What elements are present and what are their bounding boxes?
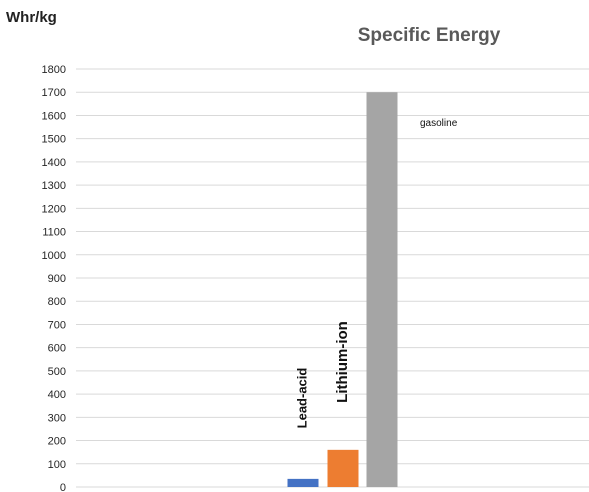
chart-title: Specific Energy — [358, 25, 501, 46]
y-axis-unit-label: Whr/kg — [6, 9, 57, 26]
y-tick-label: 400 — [48, 389, 66, 401]
bar-label-gasoline: gasoline — [420, 118, 458, 129]
y-tick-label: 600 — [48, 343, 66, 355]
bar-labels: Lead-acid Lithium-ion gasoline — [294, 118, 457, 428]
y-tick-label: 100 — [48, 459, 66, 471]
bar-gasoline — [366, 92, 398, 487]
y-axis-tick-labels: 0 100 200 300 400 500 600 700 800 900 1000 1100 1200… — [42, 64, 66, 492]
y-tick-label: 500 — [48, 366, 66, 378]
y-tick-label: 800 — [48, 296, 66, 308]
bar-lithium-ion — [327, 449, 359, 487]
bar-lead-acid — [287, 478, 319, 487]
y-tick-label: 1500 — [42, 134, 66, 146]
y-tick-label: 1100 — [42, 227, 66, 239]
bar-label-lithium-ion: Lithium-ion — [334, 321, 351, 403]
y-tick-label: 700 — [48, 319, 66, 331]
y-tick-label: 1000 — [42, 250, 66, 262]
y-tick-label: 1400 — [42, 157, 66, 169]
bars — [287, 92, 398, 487]
y-tick-label: 200 — [48, 436, 66, 448]
bar-label-lead-acid: Lead-acid — [294, 368, 309, 429]
y-tick-label: 1600 — [42, 110, 66, 122]
y-tick-label: 0 — [60, 482, 66, 492]
gridlines — [76, 68, 589, 488]
y-tick-label: 900 — [48, 273, 66, 285]
y-tick-label: 1300 — [42, 180, 66, 192]
y-tick-label: 300 — [48, 412, 66, 424]
y-tick-label: 1800 — [42, 64, 66, 76]
y-tick-label: 1200 — [42, 203, 66, 215]
y-tick-label: 1700 — [42, 87, 66, 99]
